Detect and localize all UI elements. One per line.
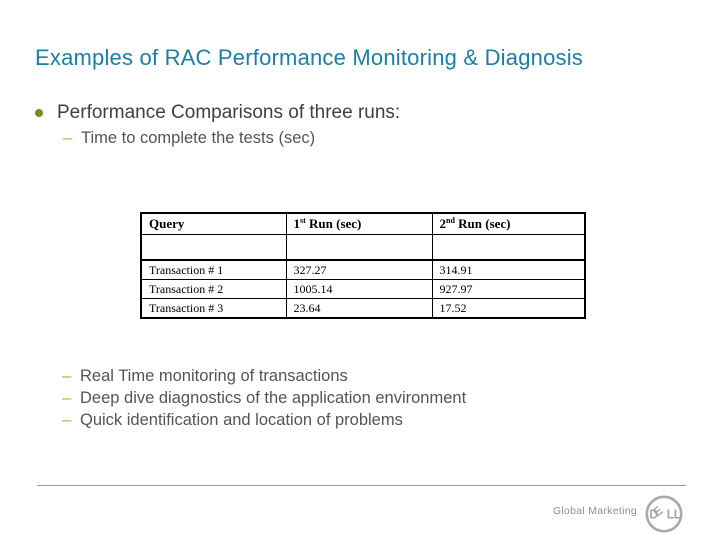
svg-text:L: L [667,508,675,522]
dash-icon: – [63,128,73,147]
dell-logo-icon: D E L L [645,495,683,533]
table-row: Transaction # 2 1005.14 927.97 [140,279,586,299]
table-row [140,234,586,261]
footer-divider [37,485,686,486]
table-cell [140,234,287,261]
table-cell: Transaction # 1 [140,259,287,280]
column-header-run1: 1st Run (sec) [285,212,433,235]
table-cell: 927.97 [431,279,586,299]
sub-bullet-time: – Time to complete the tests (sec) [63,127,315,149]
list-item: – Real Time monitoring of transactions [62,366,348,385]
svg-text:L: L [674,508,682,522]
table-cell: 17.52 [431,298,586,319]
table-cell: Transaction # 3 [140,298,287,319]
table-cell [431,234,586,261]
table-row: Transaction # 1 327.27 314.91 [140,259,586,280]
page-title: Examples of RAC Performance Monitoring &… [35,45,584,70]
column-header-run2: 2nd Run (sec) [431,212,586,235]
table-cell: 23.64 [285,298,433,319]
footer-label: Global Marketing [552,505,637,517]
bullet-dot-icon [35,109,43,117]
table-cell: 327.27 [285,259,433,280]
bottom-bullet-list: – Real Time monitoring of transactions –… [62,365,466,431]
column-header-query: Query [140,212,287,235]
table-cell: 314.91 [431,259,586,280]
sub-bullet-text: Time to complete the tests (sec) [81,129,316,147]
dash-icon: – [62,366,72,385]
results-table: Query 1st Run (sec) 2nd Run (sec) Transa… [140,212,586,319]
table-cell: 1005.14 [285,279,433,299]
bullet-text: Performance Comparisons of three runs: [57,102,401,123]
table-cell [285,234,433,261]
list-item: – Quick identification and location of p… [62,410,403,429]
table-header-row: Query 1st Run (sec) 2nd Run (sec) [140,212,586,235]
dash-icon: – [62,410,72,429]
bullet-item-performance: Performance Comparisons of three runs: [35,100,400,126]
list-item: – Deep dive diagnostics of the applicati… [62,388,467,407]
dash-icon: – [62,388,72,407]
table-row: Transaction # 3 23.64 17.52 [140,298,586,319]
table-cell: Transaction # 2 [140,279,287,299]
svg-text:D: D [649,508,658,522]
